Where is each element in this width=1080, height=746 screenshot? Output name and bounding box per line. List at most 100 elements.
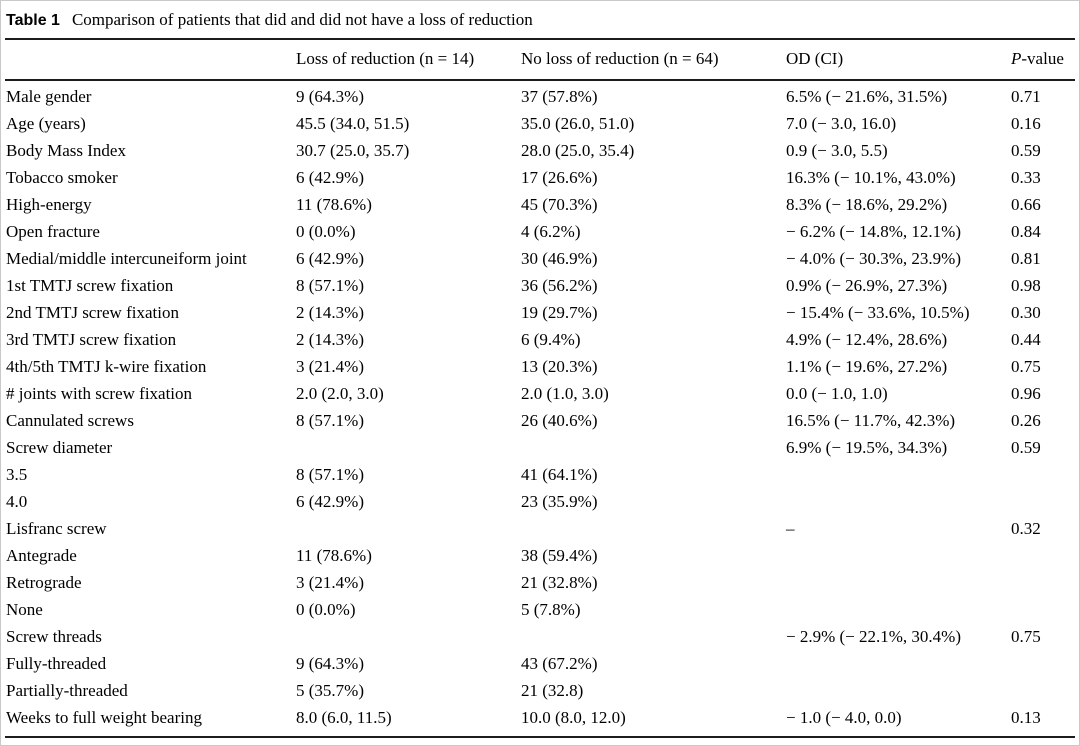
p-value: 0.33 [1011,168,1041,187]
loss-of-reduction-value: 2 (14.3%) [296,303,364,322]
row-label: 3rd TMTJ screw fixation [6,330,177,349]
row-label: Medial/middle intercuneiform joint [6,249,247,268]
p-value [1011,461,1075,488]
row-label: Cannulated screws [6,411,134,430]
p-value: 0.75 [1011,357,1041,376]
loss-of-reduction-value: 0 (0.0%) [296,222,356,241]
loss-of-reduction-value: 6 (42.9%) [296,249,364,268]
row-label: Partially-threaded [6,681,128,700]
no-loss-of-reduction-value: 6 (9.4%) [521,330,581,349]
p-value: 0.44 [1011,330,1041,349]
table-caption: Table 1 Comparison of patients that did a… [5,10,1075,31]
p-value [1011,569,1075,596]
header-row: Loss of reduction (n = 14) No loss of re… [5,38,1075,81]
loss-of-reduction-value: 6 (42.9%) [296,168,364,187]
od-ci-value: 1.1% (− 19.6%, 27.2%) [786,357,948,376]
p-value: 0.66 [1011,195,1041,214]
od-ci-value [786,542,1011,569]
od-ci-value: − 1.0 (− 4.0, 0.0) [786,708,902,727]
table-row: Screw threads − 2.9% (− 22.1%, 30.4%) 0.75 [5,623,1075,650]
od-ci-value: − 15.4% (− 33.6%, 10.5%) [786,303,970,322]
od-ci-value: 0.9% (− 26.9%, 27.3%) [786,276,948,295]
row-label: 2nd TMTJ screw fixation [6,303,179,322]
table-row: Screw diameter 6.9% (− 19.5%, 34.3%) 0.59 [5,434,1075,461]
p-value-header-italic: P [1011,49,1022,68]
p-value: 0.13 [1011,708,1041,727]
loss-of-reduction-value: 9 (64.3%) [296,87,364,106]
loss-of-reduction-value: 6 (42.9%) [296,492,364,511]
no-loss-of-reduction-value: 26 (40.6%) [521,411,598,430]
loss-of-reduction-value: 45.5 (34.0, 51.5) [296,114,410,133]
row-label: Screw diameter [6,438,113,457]
od-ci-value [786,488,1011,515]
od-ci-value: 6.5% (− 21.6%, 31.5%) [786,87,948,106]
table-row: None 0 (0.0%) 5 (7.8%) [5,596,1075,623]
no-loss-of-reduction-value: 43 (67.2%) [521,654,598,673]
table-row: Male gender 9 (64.3%) 37 (57.8%) 6.5% (− 21… [5,80,1075,110]
p-value [1011,596,1075,623]
table-row: Retrograde 3 (21.4%) 21 (32.8%) [5,569,1075,596]
no-loss-of-reduction-value: 19 (29.7%) [521,303,598,322]
od-ci-value: − 6.2% (− 14.8%, 12.1%) [786,222,961,241]
p-value: 0.84 [1011,222,1041,241]
row-label: Body Mass Index [6,141,126,160]
table-row: Medial/middle intercuneiform joint 6 (42.… [5,245,1075,272]
no-loss-of-reduction-value: 28.0 (25.0, 35.4) [521,141,635,160]
od-ci-value [786,650,1011,677]
row-label: 4th/5th TMTJ k-wire fixation [6,357,207,376]
column-header-p-value: P-value [1011,38,1075,81]
table-row: High-energy 11 (78.6%) 45 (70.3%) 8.3% (− 1… [5,191,1075,218]
no-loss-of-reduction-value: 45 (70.3%) [521,195,598,214]
table-row: # joints with screw fixation 2.0 (2.0, 3.… [5,380,1075,407]
p-value: 0.26 [1011,411,1041,430]
loss-of-reduction-value: 3 (21.4%) [296,573,364,592]
row-label: Open fracture [6,222,100,241]
od-ci-value [786,677,1011,704]
loss-of-reduction-value: 11 (78.6%) [296,546,372,565]
p-value-header-rest: -value [1021,49,1064,68]
row-label: Weeks to full weight bearing [6,708,202,727]
table-row: 3.5 8 (57.1%) 41 (64.1%) [5,461,1075,488]
od-ci-value: – [786,519,795,538]
row-label: Screw threads [6,627,102,646]
no-loss-of-reduction-value [521,623,786,650]
loss-of-reduction-value [296,515,521,542]
od-ci-value: 6.9% (− 19.5%, 34.3%) [786,438,948,457]
table-row: Antegrade 11 (78.6%) 38 (59.4%) [5,542,1075,569]
od-ci-value: 8.3% (− 18.6%, 29.2%) [786,195,948,214]
row-label: 3.5 [6,465,28,484]
od-ci-value [786,596,1011,623]
no-loss-of-reduction-value: 35.0 (26.0, 51.0) [521,114,635,133]
table-row: Open fracture 0 (0.0%) 4 (6.2%) − 6.2% (− 1… [5,218,1075,245]
row-label: 1st TMTJ screw fixation [6,276,174,295]
no-loss-of-reduction-value: 17 (26.6%) [521,168,598,187]
no-loss-of-reduction-value: 36 (56.2%) [521,276,598,295]
no-loss-of-reduction-value: 37 (57.8%) [521,87,598,106]
table-row: Lisfranc screw – 0.32 [5,515,1075,542]
od-ci-value: 16.5% (− 11.7%, 42.3%) [786,411,956,430]
row-label: Male gender [6,87,92,106]
column-header-od-ci: OD (CI) [786,38,1011,81]
loss-of-reduction-value [296,434,521,461]
p-value: 0.59 [1011,141,1041,160]
row-label: Fully-threaded [6,654,107,673]
no-loss-of-reduction-value: 10.0 (8.0, 12.0) [521,708,626,727]
table-row: 1st TMTJ screw fixation 8 (57.1%) 36 (56.2… [5,272,1075,299]
table-row: 3rd TMTJ screw fixation 2 (14.3%) 6 (9.4%)… [5,326,1075,353]
od-ci-value: 16.3% (− 10.1%, 43.0%) [786,168,956,187]
table-row: Partially-threaded 5 (35.7%) 21 (32.8) [5,677,1075,704]
comparison-table: Loss of reduction (n = 14) No loss of re… [5,38,1075,738]
no-loss-of-reduction-value: 13 (20.3%) [521,357,598,376]
p-value [1011,677,1075,704]
row-label: High-energy [6,195,92,214]
row-label: 4.0 [6,492,28,511]
table-row: Cannulated screws 8 (57.1%) 26 (40.6%) 16.5… [5,407,1075,434]
no-loss-of-reduction-value [521,515,786,542]
od-ci-value: 7.0 (− 3.0, 16.0) [786,114,897,133]
table-row: Age (years) 45.5 (34.0, 51.5) 35.0 (26.0, … [5,110,1075,137]
row-label: Antegrade [6,546,77,565]
table-row: 4th/5th TMTJ k-wire fixation 3 (21.4%) 13 … [5,353,1075,380]
table-row: Weeks to full weight bearing 8.0 (6.0, 11… [5,704,1075,737]
row-label: # joints with screw fixation [6,384,193,403]
p-value: 0.75 [1011,627,1041,646]
